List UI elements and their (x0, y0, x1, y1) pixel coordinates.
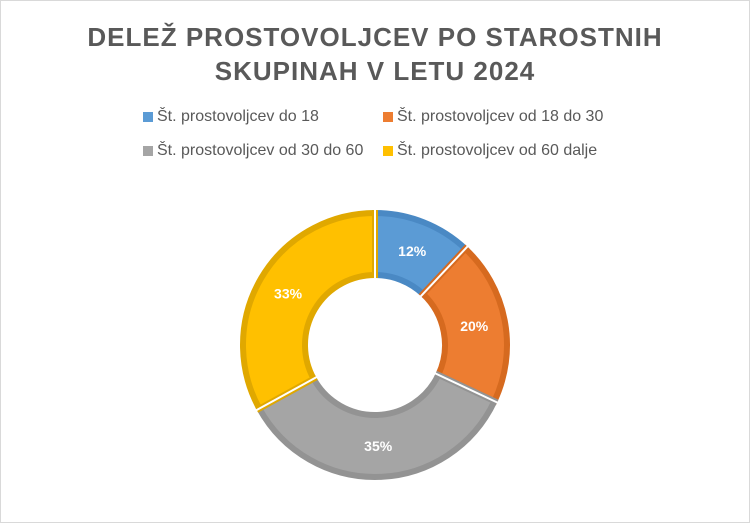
legend-label-30-to-60: Št. prostovoljcev od 30 do 60 (157, 142, 364, 159)
slice-separator (255, 375, 318, 412)
legend-item-under-18: Št. prostovoljcev do 18 (143, 108, 383, 126)
legend-label-60-plus: Št. prostovoljcev od 60 dalje (397, 142, 598, 159)
data-label-under-18: 12% (398, 243, 427, 259)
slice-18-to-30 (418, 244, 510, 406)
slice-30-to-60 (255, 370, 499, 480)
slice-60-plus (240, 209, 378, 413)
legend-swatch-18-to-30 (383, 112, 393, 122)
chart-title-line-2: SKUPINAH V LETU 2024 (214, 56, 536, 86)
legend-swatch-under-18 (143, 112, 153, 122)
legend-swatch-30-to-60 (143, 146, 153, 156)
slice-separator (434, 372, 499, 404)
legend-item-30-to-60: Št. prostovoljcev od 30 do 60 (143, 142, 383, 160)
data-label-18-to-30: 20% (460, 318, 489, 334)
legend-label-18-to-30: Št. prostovoljcev od 18 do 30 (397, 108, 604, 125)
data-label-30-to-60: 35% (364, 438, 393, 454)
data-label-60-plus: 33% (274, 286, 303, 302)
chart-title-line-1: DELEŽ PROSTOVOLJCEV PO STAROSTNIH (87, 22, 663, 52)
legend-label-under-18: Št. prostovoljcev do 18 (157, 108, 319, 125)
chart-legend: Št. prostovoljcev do 18 Št. prostovoljce… (143, 108, 643, 160)
slice-separator (419, 245, 469, 298)
legend-swatch-60-plus (383, 146, 393, 156)
legend-item-18-to-30: Št. prostovoljcev od 18 do 30 (383, 108, 633, 126)
chart-title: DELEŽ PROSTOVOLJCEV PO STAROSTNIH SKUPIN… (0, 20, 750, 88)
legend-item-60-plus: Št. prostovoljcev od 60 dalje (383, 142, 633, 160)
